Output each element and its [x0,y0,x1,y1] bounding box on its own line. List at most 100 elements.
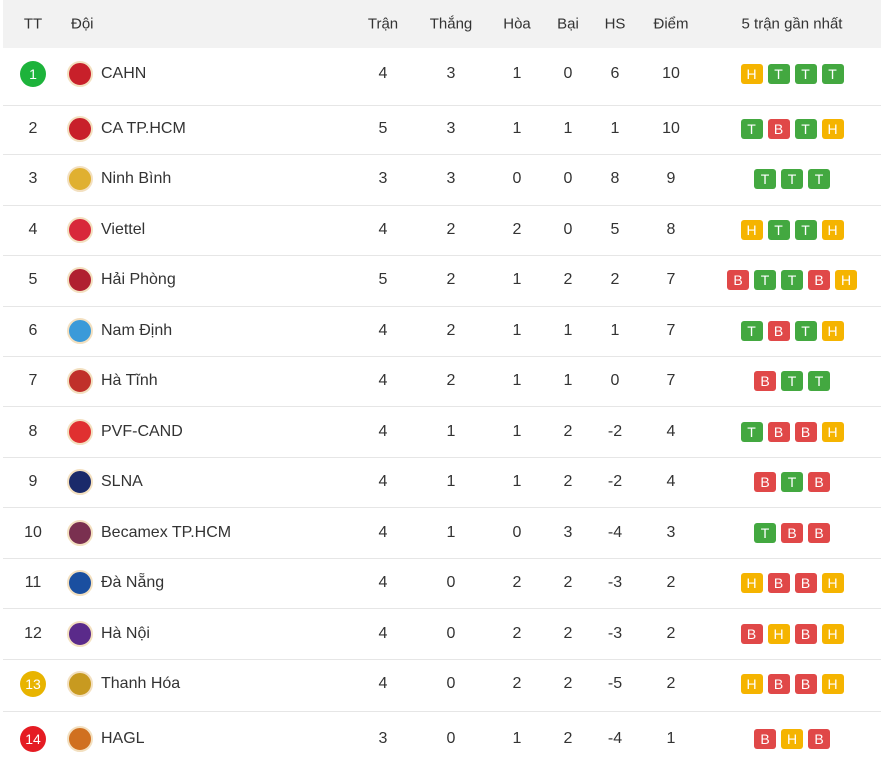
form-badge: B [808,522,830,543]
stat: 3 [446,65,456,82]
team-name: Thanh Hóa [101,674,181,692]
team-name: SLNA [101,473,143,491]
rank: 10 [24,523,42,541]
stat: -5 [607,674,623,692]
form-badge: B [727,270,749,291]
form-badge: T [767,219,790,240]
stat: 7 [666,372,676,390]
form-badge: H [821,320,844,341]
form-badge: T [794,219,817,240]
rank: 7 [28,372,38,390]
stat: -4 [607,730,623,747]
stat: 1 [512,422,522,440]
stat: 2 [512,220,522,238]
rank: 2 [28,120,38,137]
stat: 1 [563,321,573,339]
form-badge: H [767,623,790,644]
stat: 5 [378,271,388,289]
form-badge: B [794,673,817,694]
team-logo [67,61,93,87]
stat: 1 [512,473,522,491]
row-divider [3,507,881,509]
team-name: Ninh Bình [101,170,172,188]
stat: 1 [512,120,522,137]
stat: 1 [446,523,456,541]
row-divider [3,711,881,713]
stat: 7 [666,321,676,339]
form-badge: T [754,270,776,291]
stat: 3 [666,523,676,541]
team-logo [67,418,93,445]
stat: 9 [666,170,676,188]
stat: 2 [446,372,456,390]
stat: 10 [662,120,680,137]
team-name: CA TP.HCM [101,120,186,137]
stat: 0 [512,170,522,188]
stat: -3 [607,624,623,642]
form-badge: B [767,320,790,341]
stat: 7 [666,271,676,289]
stat: -2 [607,473,623,491]
header-cell: Bại [557,15,579,33]
stat: 3 [563,523,573,541]
stat: 5 [378,120,388,137]
stat: 4 [378,65,388,82]
team-name: HAGL [101,730,145,747]
form-badge: T [740,320,763,341]
stat: 2 [512,674,522,692]
form-badge: T [808,371,830,392]
form-badge: H [821,673,844,694]
stat: 1 [666,730,676,747]
stat: 3 [446,120,456,137]
header-cell: 5 trận gần nhất [741,15,843,33]
stat: 1 [512,730,522,747]
stat: 1 [563,120,573,137]
form-badge: T [781,270,803,291]
team-logo [67,469,93,496]
team-logo [67,620,93,647]
stat: 0 [446,730,456,747]
stat: 4 [378,674,388,692]
row-divider [3,255,881,257]
stat: 4 [666,422,676,440]
row-divider [3,456,881,458]
stat: 2 [446,220,456,238]
stat: 0 [563,170,573,188]
form-badge: B [794,573,817,594]
stat: 1 [446,422,456,440]
stat: 0 [563,220,573,238]
stat: 1 [512,65,522,82]
form-badge: B [754,472,776,493]
form-badge: T [794,119,817,139]
stat: 2 [666,674,676,692]
rank: 3 [28,170,38,188]
form-badge: H [821,119,844,139]
team-logo [67,368,93,395]
stat: 5 [610,220,620,238]
rank: 9 [28,473,38,491]
team-logo [67,216,93,243]
stat: 1 [446,473,456,491]
form-badge: T [781,472,803,493]
row-divider [3,204,881,206]
header-cell: Thắng [429,15,473,33]
header-cell: HS [604,15,626,33]
stat: 1 [512,321,522,339]
team-logo [67,317,93,344]
row-divider [3,356,881,358]
stat: 3 [378,730,388,747]
team-name: Đà Nẵng [101,574,165,592]
team-name: PVF-CAND [101,422,183,440]
team-logo [67,519,93,546]
form-badge: B [740,623,763,644]
form-badge: H [740,573,763,594]
stat: 8 [610,170,620,188]
team-name: Viettel [101,220,146,238]
form-badge: T [821,64,844,84]
row-divider [3,154,881,156]
form-badge: H [781,729,803,749]
form-badge: T [781,371,803,392]
form-badge: B [808,270,830,291]
stat: 2 [563,271,573,289]
